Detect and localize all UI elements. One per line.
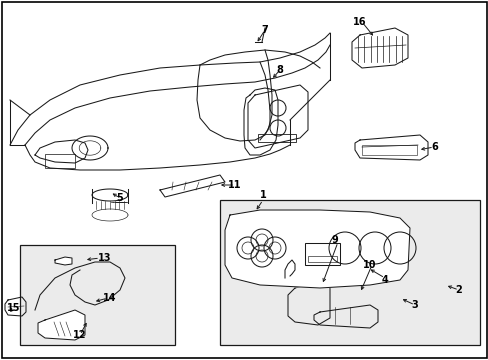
- Text: 8: 8: [276, 65, 283, 75]
- Text: 4: 4: [381, 275, 387, 285]
- Bar: [20, 245, 175, 345]
- Text: 9: 9: [331, 235, 338, 245]
- Bar: [258, 134, 295, 142]
- Text: 6: 6: [431, 142, 437, 152]
- Text: 7: 7: [261, 25, 268, 35]
- Polygon shape: [351, 28, 407, 68]
- Bar: [220, 200, 479, 345]
- Bar: [307, 256, 336, 262]
- Text: 2: 2: [455, 285, 462, 295]
- Polygon shape: [313, 305, 377, 328]
- Polygon shape: [38, 310, 85, 340]
- Text: 16: 16: [352, 17, 366, 27]
- Text: 1: 1: [259, 190, 266, 200]
- Bar: [45, 154, 75, 168]
- Text: 14: 14: [103, 293, 117, 303]
- Polygon shape: [287, 282, 329, 325]
- Text: 10: 10: [363, 260, 376, 270]
- Polygon shape: [5, 297, 26, 316]
- Text: 13: 13: [98, 253, 112, 263]
- Text: 12: 12: [73, 330, 86, 340]
- Polygon shape: [55, 257, 72, 265]
- Polygon shape: [354, 135, 427, 160]
- Text: 15: 15: [7, 303, 20, 313]
- Bar: [361, 145, 416, 155]
- Text: 11: 11: [228, 180, 241, 190]
- Text: 5: 5: [116, 193, 123, 203]
- Polygon shape: [224, 210, 409, 288]
- Bar: [305, 243, 339, 265]
- Text: 3: 3: [411, 300, 418, 310]
- Polygon shape: [160, 175, 224, 197]
- Polygon shape: [247, 85, 307, 148]
